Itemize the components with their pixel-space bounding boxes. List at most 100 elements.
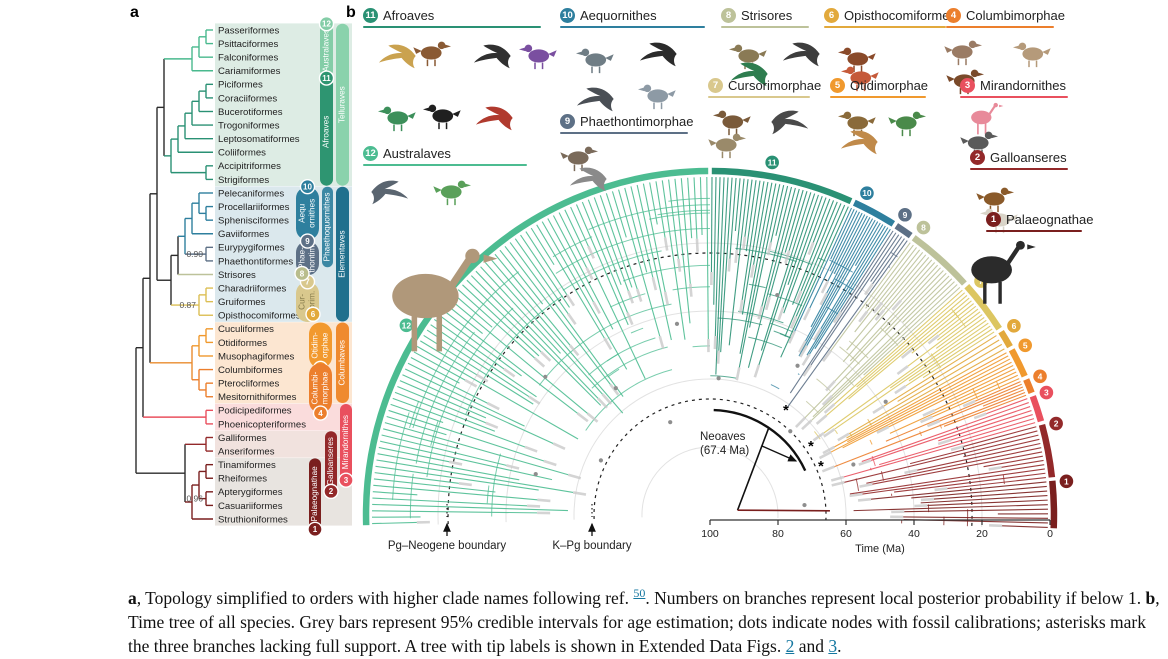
- clade-name: Australaves: [383, 146, 451, 161]
- clade-bar-label: ornithes: [308, 199, 317, 228]
- fan-internal-arc: [623, 265, 710, 281]
- credible-interval-bar: [858, 499, 871, 500]
- clade-name: Opisthocomiformes: [844, 8, 956, 23]
- fossil-calibration-dot: [614, 386, 618, 390]
- fan-tip-branch: [411, 358, 460, 384]
- fan-internal-arc: [840, 347, 860, 365]
- low-support-asterisk: *: [818, 458, 824, 475]
- credible-interval-bar: [660, 336, 664, 349]
- clade-bar-label: Columbaves: [338, 340, 347, 386]
- credible-interval-bar: [897, 366, 907, 374]
- credible-interval-bar: [951, 446, 964, 449]
- caption-reference-link[interactable]: 50: [633, 586, 645, 600]
- order-label: Sphenisciformes: [218, 216, 289, 227]
- badge-number: 11: [768, 157, 777, 167]
- credible-interval-bar: [578, 413, 588, 421]
- credible-interval-bar: [817, 415, 827, 423]
- fan-internal-arc: [774, 331, 791, 338]
- fan-tip-branch: [986, 399, 1027, 414]
- clade-bar-label: orphae: [321, 332, 330, 358]
- fly-bird-icon: [562, 162, 608, 200]
- caption-panel-ref: b: [1145, 587, 1155, 607]
- fan-clade-badge: 1: [1059, 474, 1074, 489]
- bird-illustrations-cursorimorphae: [706, 100, 814, 146]
- order-label: Accipitriformes: [218, 161, 281, 172]
- axis-tick-label: 100: [701, 528, 719, 540]
- stand-bird-icon: [631, 78, 677, 116]
- caption-superscript[interactable]: 50: [633, 586, 645, 600]
- fan-clade-badge: 10: [859, 186, 874, 201]
- fly-bird-icon: [468, 101, 514, 139]
- order-label: Phoenicopteriformes: [218, 419, 306, 430]
- fossil-calibration-dot: [543, 375, 547, 379]
- credible-interval-bar: [736, 250, 737, 263]
- order-label: Struthioniformes: [218, 514, 288, 525]
- clade-number-badge: 2: [324, 484, 338, 498]
- credible-interval-bar: [628, 291, 632, 303]
- clade-number-badge: 10: [301, 180, 315, 194]
- badge-number: 10: [303, 182, 312, 191]
- clade-number-badge: 3: [339, 473, 353, 487]
- clade-underline: [708, 96, 810, 98]
- stand-bird-icon: [432, 174, 478, 212]
- credible-interval-bar: [802, 420, 812, 429]
- bird-illustrations-phaethontimorphae: [558, 136, 708, 184]
- order-label: Tinamiformes: [218, 460, 276, 471]
- fossil-calibration-dot: [788, 429, 792, 433]
- order-label: Bucerotiformes: [218, 107, 283, 118]
- clade-bar-label: Mirandornithes: [341, 415, 350, 469]
- clade-bar-label: Aequ: [298, 203, 307, 223]
- fan-rim-segment: [1052, 481, 1054, 528]
- order-label: Falconiformes: [218, 53, 278, 64]
- order-label: Anseriformes: [218, 446, 275, 457]
- credible-interval-bar: [603, 394, 612, 404]
- credible-interval-bar: [873, 406, 884, 413]
- clade-number-badge: 12: [320, 17, 334, 31]
- order-label: Phaethontiformes: [218, 256, 293, 267]
- clade-underline: [830, 96, 926, 98]
- credible-interval-bar: [537, 500, 550, 501]
- credible-interval-bar: [690, 284, 691, 297]
- fan-tip-branch: [850, 265, 937, 361]
- fan-tip-branch: [383, 429, 459, 449]
- credible-interval-bar: [779, 308, 783, 320]
- credible-interval-bar: [755, 365, 759, 377]
- fan-rim-segment: [1026, 380, 1031, 393]
- fan-tip-branch: [903, 517, 1048, 518]
- fan-clade-badge: 8: [916, 220, 931, 235]
- panel-a-label: a: [130, 4, 139, 22]
- clade-badge: 9: [560, 114, 575, 129]
- credible-interval-bar: [598, 398, 607, 407]
- stand-bird-icon: [887, 105, 933, 143]
- credible-interval-bar: [791, 316, 796, 328]
- clade-underline: [946, 26, 1054, 28]
- credible-interval-bar: [553, 443, 565, 448]
- fan-internal-arc: [589, 205, 710, 230]
- clade-underline: [970, 168, 1068, 170]
- fan-internal-arc: [798, 374, 799, 375]
- caption-text: and: [794, 636, 828, 656]
- stand-bird-icon: [416, 98, 462, 136]
- fan-internal-arc: [631, 328, 643, 333]
- bird-illustrations-australaves: [362, 172, 562, 322]
- clade-name: Palaeognathae: [1006, 212, 1093, 227]
- credible-interval-bar: [859, 311, 867, 321]
- ostrich-bird-icon: [957, 241, 1040, 309]
- fan-internal-arc: [717, 318, 762, 325]
- order-label: Strigiformes: [218, 175, 269, 186]
- clade-underline: [824, 26, 946, 28]
- credible-interval-bar: [573, 492, 586, 494]
- fan-clade-badge: 4: [1033, 369, 1048, 384]
- clade-bar-label: Afroaves: [322, 116, 331, 148]
- caption-text: . Numbers on branches represent local po…: [645, 587, 1145, 607]
- stand-bird-icon: [1006, 36, 1052, 74]
- credible-interval-bar: [678, 259, 680, 272]
- credible-interval-bar: [921, 417, 933, 422]
- caption-reference-link[interactable]: 3: [828, 636, 837, 656]
- stand-bird-icon: [707, 127, 753, 165]
- bird-illustrations-aequornithes: [560, 36, 710, 118]
- badge-number: 3: [1044, 388, 1049, 398]
- fan-tip-branch: [700, 177, 702, 235]
